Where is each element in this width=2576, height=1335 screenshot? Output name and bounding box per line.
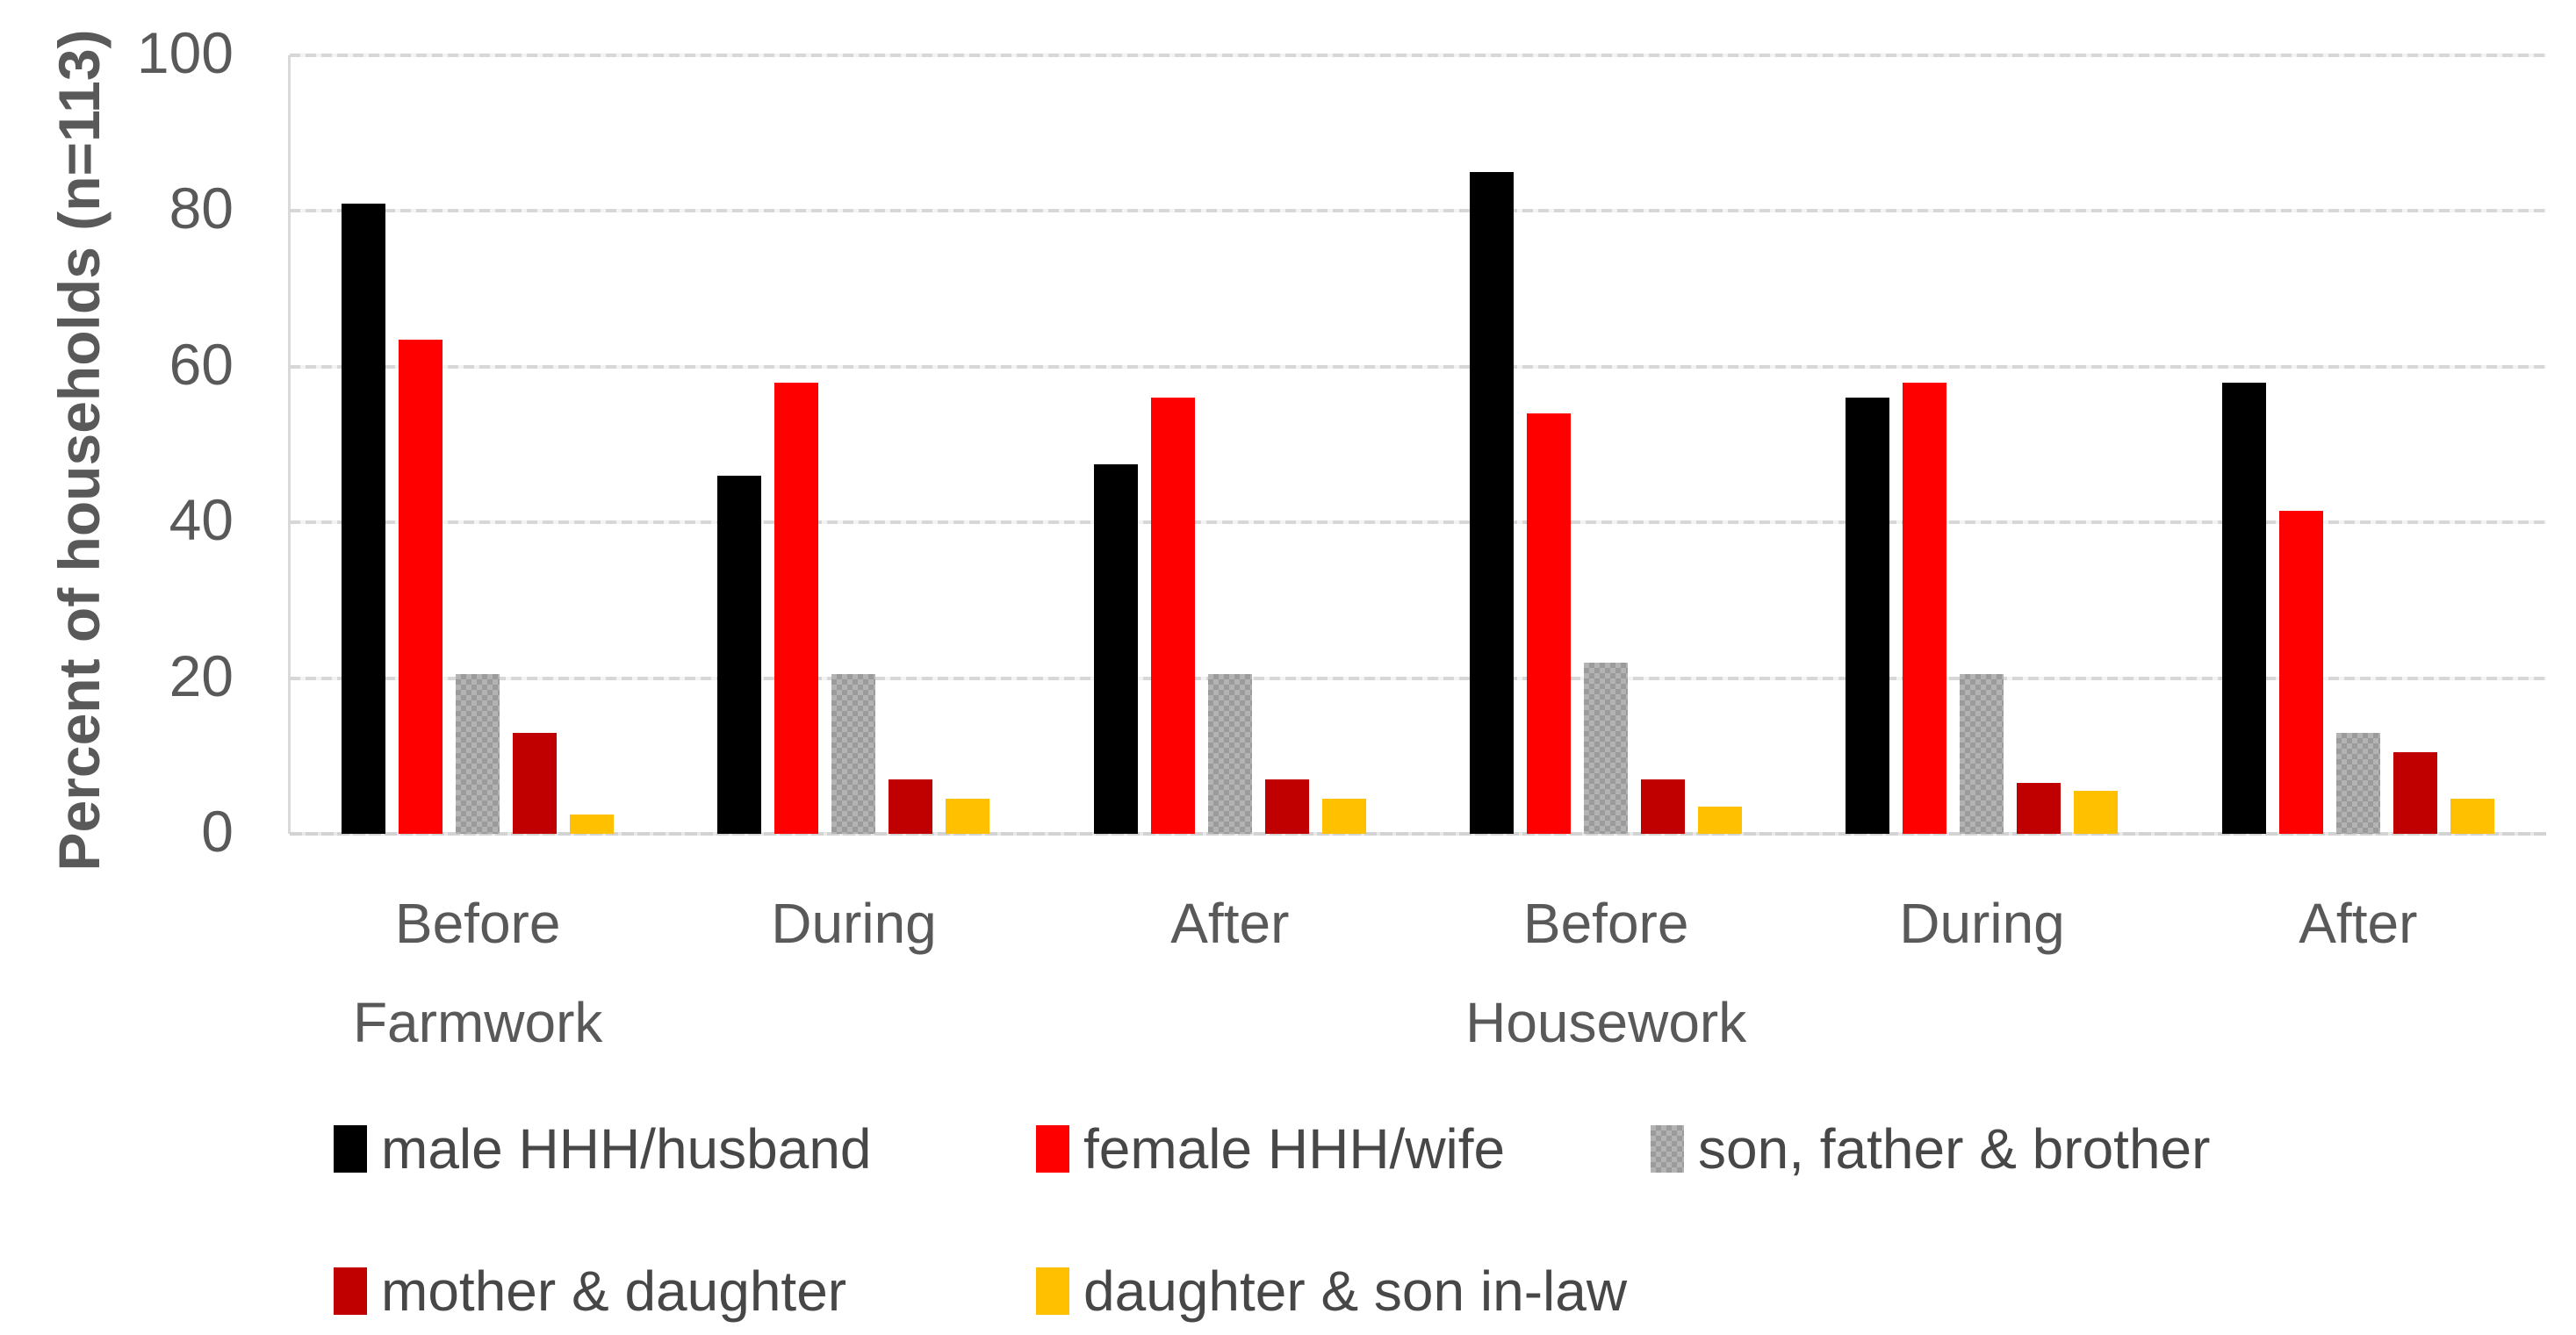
legend: male HHH/husband female HHH/wife son, fath…: [334, 1116, 2511, 1324]
gridline-20: [290, 676, 2546, 680]
bar-mother-daughter-1: [889, 779, 933, 834]
bar-male-hhh-husband-2: [1093, 463, 1138, 834]
gridline-60: [290, 364, 2546, 369]
bar-daughter-son-in-law-1: [946, 799, 990, 834]
bar-mother-daughter-0: [513, 732, 558, 834]
x-tick-label-before-0: Before: [394, 892, 561, 955]
bar-daughter-son-in-law-3: [1698, 806, 1743, 834]
bar-female-hhh-wife-3: [1527, 413, 1572, 834]
bar-daughter-son-in-law-0: [570, 814, 615, 834]
gridline-100: [290, 54, 2546, 57]
bar-female-hhh-wife-5: [2278, 510, 2323, 834]
bar-mother-daughter-3: [1641, 779, 1686, 834]
legend-swatch-daughter-son-in-law: [1036, 1267, 1069, 1315]
bar-daughter-son-in-law-5: [2450, 799, 2494, 834]
bar-son-father-brother-5: [2335, 732, 2380, 834]
legend-item-son-father-brother: son, father & brother: [1651, 1116, 2511, 1181]
bar-male-hhh-husband-4: [1846, 398, 1890, 834]
bar-cluster-during-1: [666, 55, 1041, 834]
y-tick-label-0: 0: [201, 798, 234, 864]
bar-female-hhh-wife-4: [1903, 382, 1947, 834]
legend-swatch-female-hhh-wife: [1036, 1125, 1069, 1173]
x-tick-label-during-4: During: [1899, 892, 2065, 955]
gridline-0: [290, 832, 2546, 836]
bar-cluster-after-5: [2170, 55, 2546, 834]
legend-label-female-hhh-wife: female HHH/wife: [1083, 1117, 1506, 1181]
bar-son-father-brother-2: [1207, 674, 1252, 834]
bar-mother-daughter-5: [2393, 751, 2437, 834]
legend-item-daughter-son-in-law: daughter & son in-law: [1036, 1259, 1651, 1324]
bar-male-hhh-husband-0: [342, 203, 386, 834]
y-tick-label-40: 40: [169, 487, 234, 553]
y-tick-label-20: 20: [169, 642, 234, 708]
x-tick-label-before-3: Before: [1522, 892, 1689, 955]
x-tick-label-after-5: After: [2299, 892, 2418, 955]
x-tick-label-after-2: After: [1170, 892, 1290, 955]
bar-male-hhh-husband-1: [717, 475, 762, 834]
bar-female-hhh-wife-0: [399, 339, 443, 834]
legend-swatch-mother-daughter: [334, 1267, 367, 1315]
bar-mother-daughter-2: [1264, 779, 1309, 834]
bar-son-father-brother-3: [1584, 662, 1629, 834]
legend-label-son-father-brother: son, father & brother: [1698, 1117, 2211, 1181]
bar-male-hhh-husband-3: [1470, 172, 1515, 834]
x-group-label-housework: Housework: [1465, 991, 1747, 1054]
legend-item-male-hhh-husband: male HHH/husband: [334, 1116, 1036, 1181]
bar-mother-daughter-4: [2017, 783, 2062, 834]
bar-daughter-son-in-law-4: [2074, 791, 2119, 834]
bar-son-father-brother-1: [831, 674, 876, 834]
bar-daughter-son-in-law-2: [1321, 799, 1366, 834]
legend-label-male-hhh-husband: male HHH/husband: [381, 1117, 872, 1181]
x-tick-label-during-1: During: [771, 892, 937, 955]
y-tick-label-80: 80: [169, 176, 234, 241]
y-tick-label-60: 60: [169, 331, 234, 397]
gridline-80: [290, 209, 2546, 213]
bar-cluster-after-2: [1042, 55, 1418, 834]
bar-son-father-brother-0: [456, 674, 500, 834]
legend-swatch-male-hhh-husband: [334, 1125, 367, 1173]
bar-female-hhh-wife-1: [774, 382, 819, 834]
bar-cluster-during-4: [1794, 55, 2169, 834]
gridline-40: [290, 520, 2546, 525]
bar-female-hhh-wife-2: [1150, 398, 1195, 834]
legend-item-mother-daughter: mother & daughter: [334, 1259, 1036, 1324]
legend-swatch-son-father-brother: [1651, 1125, 1684, 1173]
bar-cluster-before-0: [290, 55, 666, 834]
bar-cluster-before-3: [1418, 55, 1794, 834]
plot-area: [288, 54, 2546, 836]
x-group-label-farmwork: Farmwork: [352, 991, 603, 1054]
legend-label-daughter-son-in-law: daughter & son in-law: [1083, 1260, 1628, 1323]
legend-label-mother-daughter: mother & daughter: [381, 1260, 847, 1323]
legend-item-female-hhh-wife: female HHH/wife: [1036, 1116, 1651, 1181]
bar-male-hhh-husband-5: [2221, 382, 2266, 834]
bar-son-father-brother-4: [1960, 674, 2004, 834]
y-axis-line: [288, 55, 291, 834]
y-tick-label-100: 100: [136, 19, 234, 85]
y-axis-title: Percent of households (n=113): [47, 29, 112, 872]
